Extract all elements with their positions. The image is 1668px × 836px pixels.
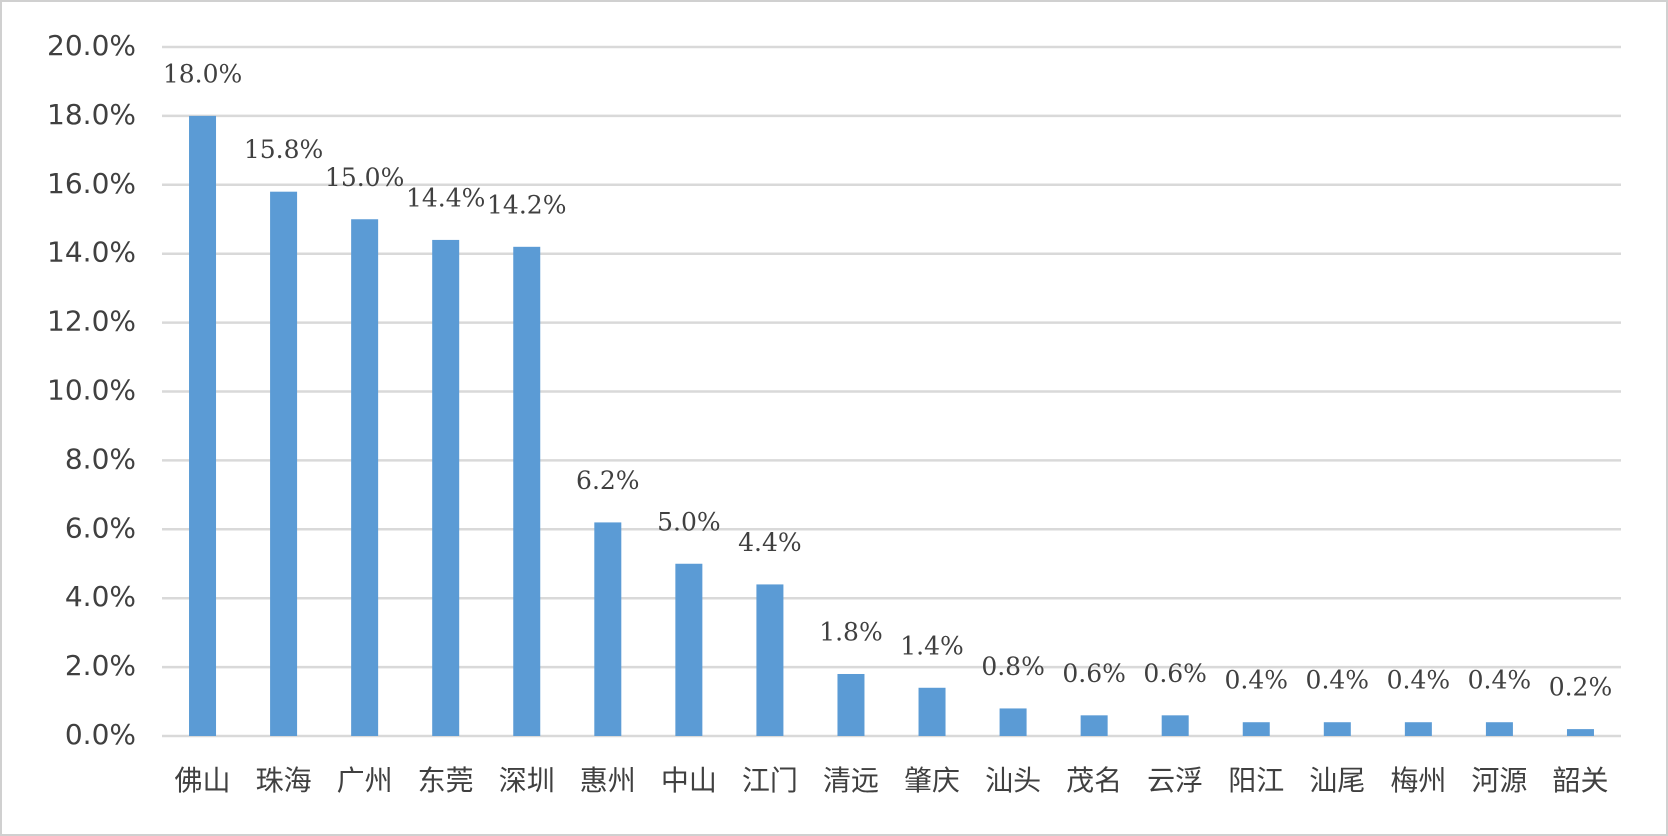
x-tick-label: 惠州 xyxy=(580,764,636,797)
x-tick-label: 韶关 xyxy=(1552,764,1608,797)
value-label: 0.2% xyxy=(1549,673,1613,702)
x-tick-label: 阳江 xyxy=(1228,764,1284,797)
bar xyxy=(189,115,217,736)
value-label: 18.0% xyxy=(163,59,242,88)
x-tick-label: 清远 xyxy=(823,764,879,797)
x-tick-label: 茂名 xyxy=(1066,764,1122,797)
bar xyxy=(756,584,784,736)
x-tick-label: 广州 xyxy=(337,764,393,797)
bar xyxy=(513,246,541,736)
bar xyxy=(1404,722,1432,736)
x-tick-label: 肇庆 xyxy=(904,764,960,797)
bar xyxy=(432,239,460,737)
bar xyxy=(1323,722,1351,736)
x-tick-label: 深圳 xyxy=(499,764,555,797)
bar xyxy=(594,522,622,736)
y-tick-label: 18.0% xyxy=(47,98,136,131)
value-label: 5.0% xyxy=(657,507,721,536)
x-tick-label: 云浮 xyxy=(1147,764,1203,797)
value-label: 0.4% xyxy=(1468,666,1532,695)
x-tick-label: 东莞 xyxy=(418,764,474,797)
bar xyxy=(675,563,703,736)
value-label: 0.4% xyxy=(1387,666,1451,695)
x-tick-label: 中山 xyxy=(661,764,717,797)
y-tick-label: 20.0% xyxy=(47,29,136,62)
bar xyxy=(270,191,298,736)
y-tick-label: 8.0% xyxy=(65,442,136,475)
y-tick-label: 10.0% xyxy=(47,374,136,407)
value-label: 15.0% xyxy=(325,163,404,192)
y-tick-label: 4.0% xyxy=(65,580,136,613)
value-label: 14.2% xyxy=(487,190,566,219)
value-label: 1.4% xyxy=(900,631,964,660)
y-tick-label: 12.0% xyxy=(47,305,136,338)
bar xyxy=(1080,715,1108,736)
bar xyxy=(1566,729,1594,736)
value-label: 0.6% xyxy=(1062,659,1126,688)
bar xyxy=(351,219,379,736)
value-label: 0.8% xyxy=(981,652,1045,681)
value-label: 15.8% xyxy=(244,135,323,164)
x-tick-label: 佛山 xyxy=(175,764,231,797)
value-label: 0.4% xyxy=(1224,666,1288,695)
bar xyxy=(999,708,1027,736)
x-tick-label: 汕头 xyxy=(985,764,1041,797)
y-tick-label: 6.0% xyxy=(65,511,136,544)
value-label: 0.6% xyxy=(1143,659,1207,688)
bar xyxy=(1485,722,1513,736)
x-tick-label: 梅州 xyxy=(1390,764,1446,797)
bar xyxy=(918,687,946,736)
x-tick-label: 珠海 xyxy=(256,764,312,797)
y-tick-label: 16.0% xyxy=(47,167,136,200)
value-label: 4.4% xyxy=(738,528,802,557)
value-label: 1.8% xyxy=(819,617,883,646)
x-tick-label: 河源 xyxy=(1471,764,1527,797)
value-label: 14.4% xyxy=(406,183,485,212)
y-tick-label: 14.0% xyxy=(47,236,136,269)
bar xyxy=(1161,715,1189,736)
x-tick-label: 江门 xyxy=(742,764,798,797)
y-tick-label: 2.0% xyxy=(65,649,136,682)
value-label: 6.2% xyxy=(576,466,640,495)
y-tick-label: 0.0% xyxy=(65,718,136,751)
bar xyxy=(1242,722,1270,736)
bar xyxy=(837,673,865,736)
x-tick-label: 汕尾 xyxy=(1309,764,1365,797)
value-label: 0.4% xyxy=(1306,666,1370,695)
